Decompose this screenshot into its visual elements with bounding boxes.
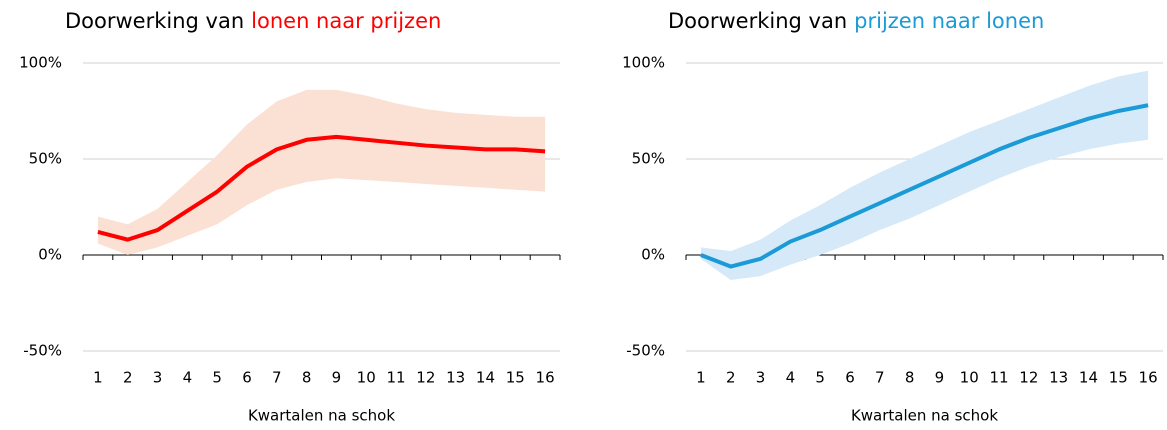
x-tick-label: 5 [212,369,222,387]
x-tick-label: 8 [302,369,312,387]
chart-title: Doorwerking van prijzen naar lonen [668,9,1044,33]
title-highlight: prijzen naar lonen [854,9,1044,33]
chart-title: Doorwerking van lonen naar prijzen [65,9,441,33]
y-tick-label: 100% [19,54,62,72]
x-tick-label: 15 [506,369,525,387]
chart: Doorwerking van prijzen naar lonen -50% 0% 5… [622,9,1164,425]
y-tick-label: 50% [632,150,665,168]
y-tick-label: 0% [38,246,62,264]
x-tick-label: 16 [1139,369,1158,387]
x-axis-label: Kwartalen na schok [851,407,998,425]
x-tick-label: 4 [183,369,193,387]
x-axis-label: Kwartalen na schok [248,407,395,425]
x-tick-label: 7 [875,369,885,387]
x-tick-label: 9 [935,369,945,387]
x-tick-label: 16 [536,369,555,387]
x-tick-label: 10 [357,369,376,387]
y-tick-label: -50% [23,342,62,360]
y-tick-label: 100% [622,54,665,72]
y-tick-label: 50% [29,150,62,168]
x-tick-label: 1 [93,369,103,387]
x-tick-label: 13 [446,369,465,387]
x-tick-label: 6 [845,369,855,387]
y-tick-label: 0% [641,246,665,264]
title-part: Doorwerking van [668,9,847,33]
x-tick-label: 15 [1109,369,1128,387]
x-tick-label: 12 [416,369,435,387]
x-tick-label: 8 [905,369,915,387]
x-tick-label: 3 [153,369,163,387]
x-tick-label: 11 [386,369,405,387]
x-tick-label: 1 [696,369,706,387]
confidence-band [700,70,1149,280]
line [700,103,1149,269]
x-tick-label: 6 [242,369,252,387]
x-tick-label: 13 [1049,369,1068,387]
x-tick-label: 4 [786,369,796,387]
x-tick-label: 14 [1079,369,1098,387]
title-part: Doorwerking van [65,9,244,33]
title-highlight: lonen naar prijzen [251,9,441,33]
x-tick-label: 11 [989,369,1008,387]
line [97,134,546,242]
y-tick-label: -50% [626,342,665,360]
x-tick-label: 5 [815,369,825,387]
x-tick-label: 9 [332,369,342,387]
x-tick-label: 2 [726,369,736,387]
x-tick-label: 2 [123,369,133,387]
x-tick-label: 12 [1019,369,1038,387]
confidence-band [97,89,546,255]
x-tick-label: 10 [960,369,979,387]
x-tick-label: 7 [272,369,282,387]
chart: Doorwerking van lonen naar prijzen -50% 0% 5… [19,9,561,425]
x-tick-label: 14 [476,369,495,387]
x-tick-label: 3 [756,369,766,387]
